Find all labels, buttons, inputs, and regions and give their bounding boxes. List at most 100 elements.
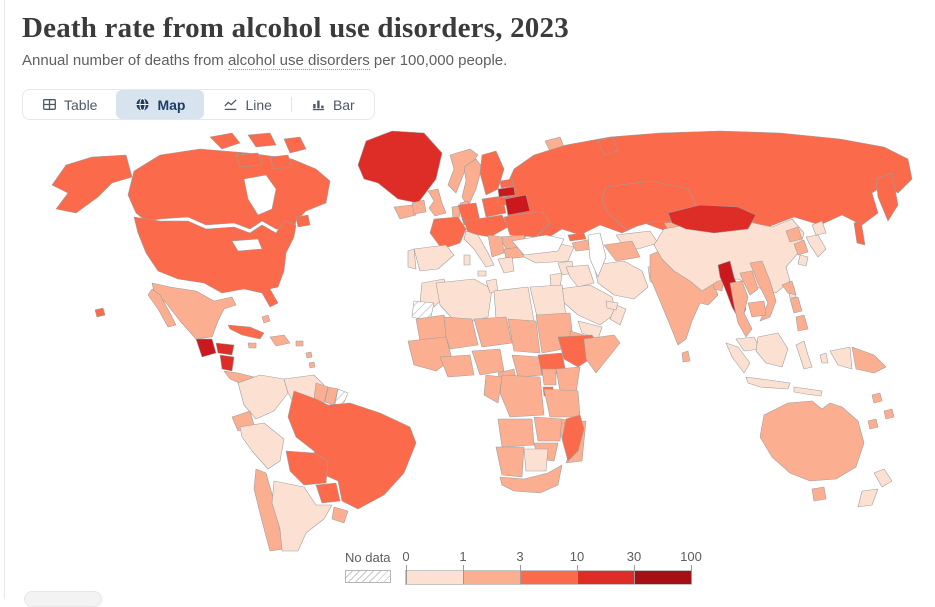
country-japan-honshu[interactable] <box>805 234 827 258</box>
country-vietnam[interactable] <box>749 260 777 322</box>
country-madagascar[interactable] <box>561 414 585 462</box>
country-mexico[interactable] <box>151 282 237 340</box>
country-thailand[interactable] <box>729 280 753 338</box>
country-iceland[interactable] <box>393 204 417 220</box>
country-guatemala[interactable] <box>195 338 217 358</box>
legend-color-bar[interactable] <box>405 570 692 585</box>
country-somalia[interactable] <box>583 334 621 374</box>
country-lesser-antilles[interactable] <box>305 351 313 359</box>
country-colombia[interactable] <box>237 374 289 420</box>
country-japan-hokkaido[interactable] <box>811 220 827 236</box>
country-portugal[interactable] <box>407 248 417 270</box>
country-lesser-sundas[interactable] <box>793 386 823 397</box>
country-greece[interactable] <box>497 256 515 274</box>
country-japan-kyushu[interactable] <box>797 254 809 267</box>
country-argentina[interactable] <box>271 480 333 552</box>
country-papua-new-guinea[interactable] <box>851 346 887 374</box>
country-pacific-islands[interactable] <box>867 418 879 430</box>
country-kenya[interactable] <box>555 366 581 394</box>
country-bahamas[interactable] <box>261 314 271 324</box>
country-pacific-islands[interactable] <box>883 408 895 420</box>
country-laos[interactable] <box>739 270 759 296</box>
country-sakhalin[interactable] <box>853 220 866 246</box>
country-france[interactable] <box>429 216 467 250</box>
country-tanzania[interactable] <box>543 388 581 418</box>
country-hispaniola[interactable] <box>269 334 291 347</box>
country-belarus[interactable] <box>504 194 531 216</box>
legend-bin-3-10[interactable] <box>520 571 577 584</box>
country-paraguay[interactable] <box>315 482 341 504</box>
country-honduras[interactable] <box>215 342 235 356</box>
country-newfoundland[interactable] <box>295 214 311 228</box>
country-estonia[interactable] <box>499 178 514 189</box>
country-spain[interactable] <box>413 244 455 272</box>
country-iran[interactable] <box>593 260 649 300</box>
country-canada-island[interactable] <box>247 132 277 148</box>
country-balkans[interactable] <box>487 234 505 258</box>
country-netherlands-belgium[interactable] <box>451 205 461 219</box>
country-uae[interactable] <box>605 300 619 311</box>
country-borneo[interactable] <box>755 332 789 368</box>
country-puerto-rico[interactable] <box>295 340 304 347</box>
country-sri-lanka[interactable] <box>681 350 691 363</box>
country-sweden[interactable] <box>461 158 483 208</box>
tab-bar[interactable]: Bar <box>292 90 374 119</box>
country-west-papua[interactable] <box>829 346 853 370</box>
subtitle-term-link[interactable]: alcohol use disorders <box>227 52 370 71</box>
country-latvia[interactable] <box>497 186 516 198</box>
country-kamchatka[interactable] <box>875 172 899 222</box>
country-sumatra[interactable] <box>725 342 751 374</box>
country-java[interactable] <box>745 376 791 390</box>
country-peru[interactable] <box>239 422 285 470</box>
country-zambia[interactable] <box>533 416 563 442</box>
country-uganda[interactable] <box>541 368 557 386</box>
country-namibia[interactable] <box>495 446 525 478</box>
country-norway[interactable] <box>447 148 479 194</box>
country-mali[interactable] <box>443 316 479 350</box>
tab-table[interactable]: Table <box>23 90 116 119</box>
country-central-europe[interactable] <box>463 214 509 238</box>
country-turkmenistan[interactable] <box>603 240 641 262</box>
legend-bin-1-3[interactable] <box>463 571 520 584</box>
country-canada-island[interactable] <box>209 132 241 150</box>
country-canada-island[interactable] <box>283 136 307 154</box>
country-cambodia[interactable] <box>747 300 767 318</box>
country-bolivia[interactable] <box>285 450 329 486</box>
no-data-swatch[interactable] <box>345 570 391 583</box>
country-nicaragua[interactable] <box>219 354 235 372</box>
legend-bin-10-30[interactable] <box>577 571 634 584</box>
country-congo-gabon[interactable] <box>483 374 503 404</box>
country-south-korea[interactable] <box>793 239 809 256</box>
country-nigeria[interactable] <box>471 348 505 376</box>
country-tasmania[interactable] <box>811 486 827 502</box>
country-philippines[interactable] <box>789 296 803 314</box>
country-lesser-antilles[interactable] <box>308 361 316 369</box>
country-iraq[interactable] <box>565 264 595 288</box>
country-new-zealand-south[interactable] <box>857 488 879 508</box>
tab-map[interactable]: Map <box>116 90 205 119</box>
country-canada-island[interactable] <box>269 154 293 170</box>
legend-bin-0-1[interactable] <box>406 571 463 584</box>
country-sicily[interactable] <box>477 270 487 277</box>
country-uruguay[interactable] <box>331 506 349 524</box>
country-ghana-ivory-coast[interactable] <box>439 354 475 378</box>
cropped-footer-control[interactable] <box>24 591 102 607</box>
country-philippines[interactable] <box>795 314 809 332</box>
country-angola[interactable] <box>497 418 535 448</box>
country-novaya-zemlya[interactable] <box>597 136 619 156</box>
country-new-zealand-north[interactable] <box>873 468 893 488</box>
country-baja-california[interactable] <box>147 288 177 328</box>
country-greenland[interactable] <box>357 130 443 204</box>
country-uk[interactable] <box>427 188 447 217</box>
country-mongolia[interactable] <box>667 204 757 234</box>
country-saudi-arabia[interactable] <box>557 284 617 326</box>
country-algeria[interactable] <box>435 278 493 326</box>
country-hawaii[interactable] <box>94 307 106 318</box>
country-oman[interactable] <box>609 304 627 326</box>
country-alaska[interactable] <box>51 154 133 214</box>
country-sulawesi[interactable] <box>795 340 813 370</box>
country-brazil[interactable] <box>287 390 417 510</box>
country-italy[interactable] <box>463 230 495 268</box>
country-cuba[interactable] <box>227 324 265 340</box>
country-ireland[interactable] <box>411 199 427 215</box>
